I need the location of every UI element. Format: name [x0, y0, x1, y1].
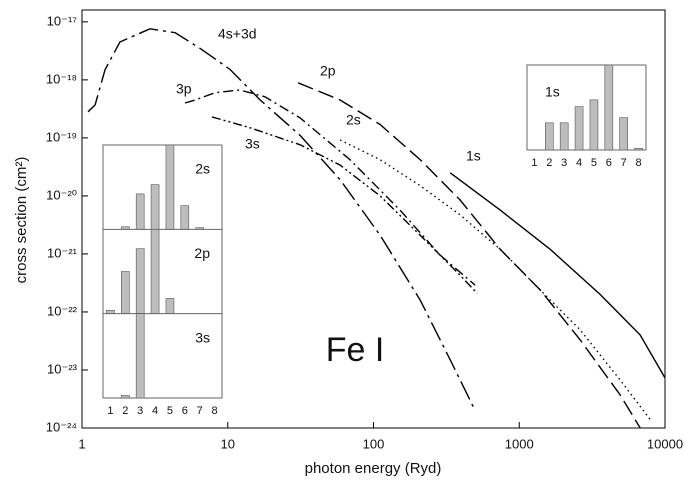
curve — [211, 116, 478, 294]
bar — [135, 248, 145, 314]
curve — [184, 89, 476, 286]
x-tick-label: 1 — [107, 405, 113, 417]
y-tick-label: 10⁻¹⁷ — [47, 13, 78, 28]
x-tick-label: 5 — [167, 405, 173, 417]
y-tick-label: 10⁻²⁰ — [46, 187, 77, 202]
bar — [180, 205, 190, 230]
series-label: 3s — [245, 136, 260, 152]
x-tick-label: 1000 — [505, 436, 534, 451]
bar — [545, 122, 554, 151]
x-tick-label: 10000 — [647, 436, 683, 451]
curve — [87, 28, 476, 411]
x-tick-label: 7 — [621, 157, 627, 169]
y-tick-label: 10⁻²³ — [47, 361, 78, 376]
y-tick-label: 10⁻²² — [47, 303, 78, 318]
x-tick-label: 4 — [152, 405, 158, 417]
panel-label: 3s — [195, 329, 210, 345]
bar — [589, 99, 599, 151]
x-tick-label: 4 — [576, 157, 582, 169]
panel-label: 2p — [194, 245, 210, 261]
series-label: 2p — [320, 63, 336, 79]
x-tick-label: 7 — [197, 405, 203, 417]
x-tick-label: 3 — [561, 157, 567, 169]
y-tick-label: 10⁻²¹ — [47, 245, 78, 260]
bar — [106, 309, 115, 314]
series-label: 1s — [466, 148, 481, 164]
bar — [604, 64, 614, 151]
inset-frame — [526, 64, 647, 151]
bar — [634, 148, 643, 151]
inset-frame — [102, 144, 223, 399]
x-tick-label: 8 — [212, 405, 218, 417]
x-tick-label: 6 — [182, 405, 188, 417]
panel-label: 2s — [195, 161, 210, 177]
x-tick-label: 10 — [221, 436, 235, 451]
bar — [165, 298, 175, 314]
x-tick-label: 1 — [78, 436, 85, 451]
x-tick-label: 1 — [531, 157, 537, 169]
bar — [150, 184, 160, 230]
x-tick-label: 5 — [591, 157, 597, 169]
x-tick-label: 2 — [122, 405, 128, 417]
bar — [574, 106, 584, 151]
bar — [150, 229, 160, 314]
curve — [449, 172, 666, 379]
x-tick-label: 8 — [636, 157, 642, 169]
y-tick-label: 10⁻¹⁹ — [46, 129, 77, 144]
x-tick-label: 100 — [363, 436, 385, 451]
x-tick-label: 6 — [606, 157, 612, 169]
curve — [339, 139, 651, 420]
bar — [121, 395, 130, 399]
bar — [619, 117, 628, 151]
y-tick-label: 10⁻²⁴ — [46, 419, 77, 434]
x-axis-label: photon energy (Ryd) — [305, 460, 442, 477]
annotation: Fe I — [326, 331, 385, 369]
bar — [135, 313, 145, 399]
series-label: 2s — [346, 112, 361, 128]
bar — [121, 271, 130, 314]
bar — [135, 193, 145, 230]
y-tick-label: 10⁻¹⁸ — [46, 71, 77, 86]
bar — [165, 144, 175, 230]
panel-label: 1s — [545, 84, 560, 100]
bar — [559, 122, 569, 151]
curve — [297, 82, 641, 429]
x-tick-label: 3 — [137, 405, 143, 417]
x-tick-label: 2 — [546, 157, 552, 169]
series-label: 4s+3d — [218, 26, 257, 42]
y-axis-label: cross section (cm²) — [13, 157, 30, 284]
series-label: 3p — [176, 81, 192, 97]
